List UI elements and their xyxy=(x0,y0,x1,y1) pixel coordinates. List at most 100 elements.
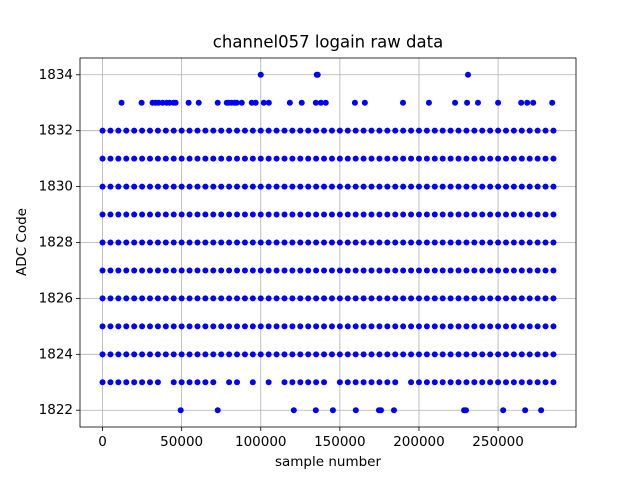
point xyxy=(439,183,446,190)
point xyxy=(400,267,407,274)
point xyxy=(360,379,367,386)
point xyxy=(495,379,502,386)
point xyxy=(384,211,391,218)
point xyxy=(305,379,312,386)
point xyxy=(423,155,430,162)
point xyxy=(234,323,241,330)
point xyxy=(123,211,130,218)
point xyxy=(400,183,407,190)
point xyxy=(281,239,288,246)
point xyxy=(479,183,486,190)
point xyxy=(194,351,201,358)
point xyxy=(463,239,470,246)
point xyxy=(238,99,245,106)
point xyxy=(534,323,541,330)
point xyxy=(185,99,192,106)
point xyxy=(297,239,304,246)
point xyxy=(487,239,494,246)
point xyxy=(518,323,525,330)
point xyxy=(313,211,320,218)
point xyxy=(218,239,225,246)
point xyxy=(408,183,415,190)
point xyxy=(281,323,288,330)
point xyxy=(226,155,233,162)
point xyxy=(218,267,225,274)
point xyxy=(123,267,130,274)
point xyxy=(344,211,351,218)
point xyxy=(195,99,202,106)
point xyxy=(218,211,225,218)
point xyxy=(487,323,494,330)
point xyxy=(273,323,280,330)
point xyxy=(162,323,169,330)
point xyxy=(526,127,533,134)
point xyxy=(360,211,367,218)
point xyxy=(194,295,201,302)
point xyxy=(431,239,438,246)
point xyxy=(510,295,517,302)
point xyxy=(170,183,177,190)
point xyxy=(360,351,367,358)
point xyxy=(408,211,415,218)
point xyxy=(99,239,106,246)
point xyxy=(361,99,368,106)
point xyxy=(408,127,415,134)
point xyxy=(400,155,407,162)
point xyxy=(495,155,502,162)
point xyxy=(518,239,525,246)
point xyxy=(249,239,256,246)
point xyxy=(194,183,201,190)
point xyxy=(455,127,462,134)
point xyxy=(455,323,462,330)
point xyxy=(115,267,122,274)
point xyxy=(226,323,233,330)
point xyxy=(479,379,486,386)
point xyxy=(447,211,454,218)
point xyxy=(392,323,399,330)
point xyxy=(289,239,296,246)
point xyxy=(321,267,328,274)
point xyxy=(463,379,470,386)
point xyxy=(312,99,319,106)
point xyxy=(471,295,478,302)
point xyxy=(99,379,106,386)
point xyxy=(218,183,225,190)
marks xyxy=(99,71,557,414)
point xyxy=(463,351,470,358)
point xyxy=(423,351,430,358)
point xyxy=(139,183,146,190)
point xyxy=(344,183,351,190)
point xyxy=(502,127,509,134)
point xyxy=(162,127,169,134)
point xyxy=(249,155,256,162)
point xyxy=(154,211,161,218)
point xyxy=(226,351,233,358)
point xyxy=(336,323,343,330)
point xyxy=(178,295,185,302)
point xyxy=(447,127,454,134)
point xyxy=(234,155,241,162)
point xyxy=(471,239,478,246)
point xyxy=(210,323,217,330)
point xyxy=(495,267,502,274)
point xyxy=(542,211,549,218)
point xyxy=(542,239,549,246)
point xyxy=(479,239,486,246)
point xyxy=(241,295,248,302)
point xyxy=(400,127,407,134)
point xyxy=(321,183,328,190)
point xyxy=(281,211,288,218)
point xyxy=(249,351,256,358)
point xyxy=(273,211,280,218)
point xyxy=(170,239,177,246)
point xyxy=(313,379,320,386)
point xyxy=(178,379,185,386)
point xyxy=(131,295,138,302)
point xyxy=(463,127,470,134)
point xyxy=(147,351,154,358)
point xyxy=(210,155,217,162)
point xyxy=(154,295,161,302)
point xyxy=(518,211,525,218)
point xyxy=(147,323,154,330)
point xyxy=(139,239,146,246)
